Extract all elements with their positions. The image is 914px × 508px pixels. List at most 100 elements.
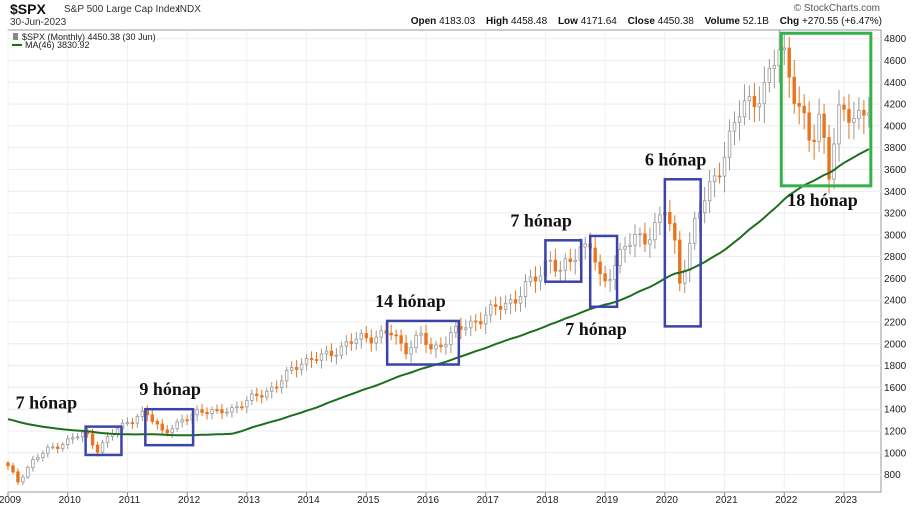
ticker-symbol: $SPX [10,1,46,17]
y-tick-label: 2400 [884,296,907,307]
candle-up [817,113,821,143]
candle-up [623,246,627,250]
y-tick-label: 3600 [884,165,907,176]
candle-down [255,393,259,396]
candle-up [772,65,777,69]
y-tick-label: 1200 [884,426,907,437]
candle-down [364,333,368,339]
candle-down [668,212,672,224]
candle-up [324,350,329,355]
y-tick-label: 4400 [884,78,907,89]
x-tick-label: 2015 [357,495,380,506]
y-tick-label: 4600 [884,56,907,67]
candle-down [812,139,816,143]
candle-up [180,419,184,423]
candle-up [563,258,568,271]
candle-up [712,175,717,183]
candle-up [175,421,179,430]
candle-up [444,344,448,348]
candle-up [508,299,513,304]
annotation-label: 7 hónap [510,210,572,230]
candle-down [275,386,279,389]
candle-up [279,380,284,388]
candle-up [488,304,493,316]
candle-up [688,242,692,271]
candle-up [702,200,707,213]
candle-down [678,239,682,284]
annotation-box [544,239,583,283]
annotation-box [385,319,461,366]
candle-down [439,344,443,348]
candle-down [6,462,10,467]
close-label: Close [627,16,655,27]
candle-up [484,314,488,325]
annotation-label: 7 hónap [16,393,78,413]
candle-down [513,299,518,304]
candle-up [782,47,786,51]
annotation-label: 18 hónap [787,190,858,210]
candle-down [792,76,796,104]
candle-up [125,422,130,425]
exchange-label: INDX [177,4,201,15]
annotation-boxes: 7 hónap 9 hónap 14 hónap 7 hónap 7 hónap 6 hó… [16,31,873,457]
y-tick-label: 3800 [884,143,907,154]
candle-down [717,175,722,178]
candle-down [394,334,398,337]
candle-up [732,121,737,132]
candle-up [742,100,747,118]
low-label: Low [557,16,578,27]
candle-up [469,320,473,329]
candle-up [857,109,861,120]
candle-up [658,214,662,223]
candle-up [250,393,254,401]
candle-up [727,130,732,158]
candle-up [270,386,274,392]
candle-down [598,261,602,275]
candle-up [633,234,637,246]
annotation-label: 9 hónap [139,379,201,399]
candle-down [842,104,846,110]
candle-down [90,433,95,446]
y-tick-label: 4000 [884,121,907,132]
candle-down [240,406,244,409]
candle-up [374,336,378,344]
candle-down [329,350,334,357]
candle-up [618,248,622,267]
x-tick-label: 2018 [536,495,559,506]
y-tick-label: 3400 [884,187,907,198]
chart-legend: $SPX (Monthly) 4450.38 (30 Jun) MA(46) 3… [12,32,156,50]
y-tick-label: 2600 [884,274,907,285]
open-label: Open [410,16,437,27]
candle-up [75,436,80,439]
candle-up [66,438,70,445]
volume-value: 52.1B [742,16,769,27]
y-tick-label: 4200 [884,100,907,111]
candle-down [643,233,647,245]
candle-up [339,345,344,356]
y-tick-label: 1000 [884,448,907,459]
candle-up [299,363,304,370]
annotation-label: 7 hónap [565,319,627,339]
candle-down [603,273,607,282]
annotation-label: 6 hónap [645,149,707,169]
candle-up [36,457,40,460]
annotation-box [84,425,123,457]
annotation-box [144,407,195,447]
candle-down [205,411,209,415]
candle-down [593,247,597,263]
annotation-box [663,178,702,328]
annotation-box [779,31,873,188]
candle-down [429,344,433,350]
candle-up [359,333,364,340]
candle-down [474,320,478,323]
candle-up [419,332,423,336]
candle-down [553,259,558,272]
candle-down [568,258,572,262]
candle-up [548,259,553,262]
candle-down [165,429,169,434]
quote-date: 30-Jun-2023 [10,17,67,28]
candle-up [523,281,528,297]
candle-up [100,442,105,453]
candle-down [752,95,757,108]
